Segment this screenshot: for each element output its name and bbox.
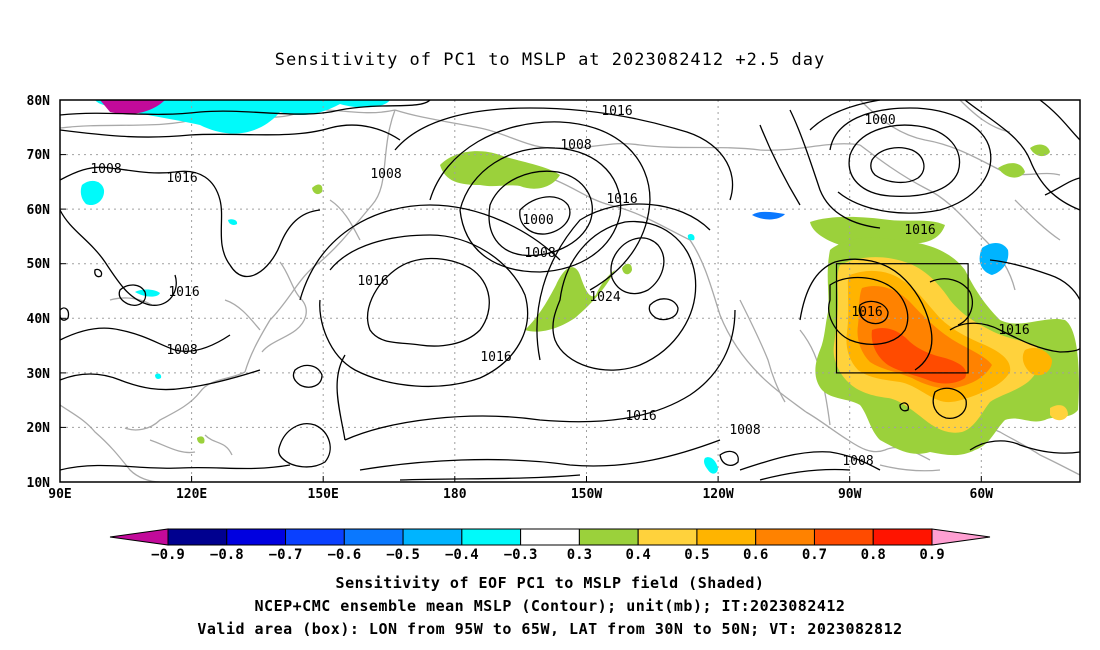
colorbar-label: −0.3 — [504, 547, 538, 563]
contour-label: 1016 — [480, 350, 511, 365]
contour-label: 1000 — [522, 213, 553, 228]
contour-label: 1016 — [851, 305, 882, 320]
lat-label: 30N — [27, 367, 51, 382]
contour-label: 1008 — [166, 343, 197, 358]
contour-label: 1008 — [370, 167, 401, 182]
valid-area-box — [835, 263, 969, 374]
contour-label: 1016 — [625, 409, 656, 424]
map-frame — [59, 99, 1081, 483]
colorbar-segment — [167, 528, 228, 546]
contour-label: 1016 — [606, 192, 637, 207]
colorbar-label: 0.6 — [743, 547, 768, 563]
lon-label: 180 — [443, 487, 467, 502]
lat-label: 10N — [27, 476, 51, 491]
contour-label: 1016 — [357, 274, 388, 289]
colorbar-label: 0.4 — [626, 547, 651, 563]
contour-labels: 1016 1008 1000 1016 1016 1008 1000 1008 … — [90, 104, 1029, 469]
colorbar-segment — [578, 528, 639, 546]
contour-label: 1016 — [904, 223, 935, 238]
colorbar-segment — [872, 528, 933, 546]
colorbar-segment — [696, 528, 757, 546]
colorbar-label: −0.9 — [151, 547, 185, 563]
contour-label: 1008 — [842, 454, 873, 469]
colorbar-label: −0.6 — [327, 547, 361, 563]
colorbar-segment — [343, 528, 404, 546]
colorbar-label: −0.4 — [445, 547, 479, 563]
contour-label: 1016 — [601, 104, 632, 119]
colorbar-segment — [520, 528, 580, 546]
lon-label: 90W — [838, 487, 862, 502]
lon-label: 90E — [48, 487, 71, 502]
sensitivity-shading — [80, 100, 1079, 474]
colorbar-segment — [285, 528, 345, 546]
colorbar-segment — [402, 528, 463, 546]
contour-label: 1008 — [524, 246, 555, 261]
lat-label: 40N — [27, 312, 51, 327]
contour-label: 1000 — [864, 113, 895, 128]
lat-label: 60N — [27, 203, 51, 218]
lon-label: 120W — [702, 487, 733, 502]
colorbar-segment — [109, 528, 169, 546]
colorbar-label: −0.8 — [210, 547, 244, 563]
plot-title: Sensitivity of PC1 to MSLP at 2023082412… — [274, 50, 826, 70]
contour-label: 1008 — [729, 423, 760, 438]
colorbar-segment — [461, 528, 522, 546]
mslp-contours — [60, 100, 1080, 481]
colorbar-segment — [226, 528, 287, 546]
graticule — [60, 100, 1080, 482]
contour-label: 1016 — [998, 323, 1029, 338]
lon-label: 150W — [571, 487, 602, 502]
colorbar-segment — [813, 528, 874, 546]
colorbar-label: 0.8 — [861, 547, 886, 563]
contour-label: 1016 — [166, 171, 197, 186]
map-figure: 1016 1008 1000 1016 1016 1008 1000 1008 … — [27, 94, 1081, 563]
colorbar-segment — [755, 528, 815, 546]
colorbar-label: 0.5 — [684, 547, 709, 563]
contour-label: 1024 — [589, 290, 620, 305]
lat-label: 80N — [27, 94, 51, 109]
lat-axis-labels: 80N 70N 60N 50N 40N 30N 20N 10N — [27, 94, 51, 491]
colorbar-label: 0.7 — [802, 547, 827, 563]
colorbar-label: 0.9 — [919, 547, 944, 563]
lat-label: 70N — [27, 148, 51, 163]
colorbar-segment — [637, 528, 698, 546]
contour-label: 1008 — [560, 138, 591, 153]
colorbar: −0.9 −0.8 −0.7 −0.6 −0.5 −0.4 −0.3 0.3 0.4 0.5 0.6… — [109, 528, 991, 563]
caption-line-2: NCEP+CMC ensemble mean MSLP (Contour); u… — [254, 597, 846, 615]
colorbar-label: −0.7 — [269, 547, 303, 563]
lon-label: 60W — [970, 487, 994, 502]
colorbar-label: −0.5 — [386, 547, 420, 563]
caption-line-1: Sensitivity of EOF PC1 to MSLP field (Sh… — [335, 574, 765, 592]
lat-label: 50N — [27, 257, 51, 272]
lat-label: 20N — [27, 421, 51, 436]
tick-marks — [60, 99, 982, 482]
contour-label: 1016 — [168, 285, 199, 300]
contour-label: 1008 — [90, 162, 121, 177]
caption-line-3: Valid area (box): LON from 95W to 65W, L… — [197, 620, 903, 638]
lon-label: 120E — [176, 487, 207, 502]
colorbar-segment — [931, 528, 991, 546]
lon-axis-labels: 90E 120E 150E 180 150W 120W 90W 60W — [48, 487, 993, 502]
lon-label: 150E — [308, 487, 339, 502]
colorbar-label: 0.3 — [567, 547, 592, 563]
